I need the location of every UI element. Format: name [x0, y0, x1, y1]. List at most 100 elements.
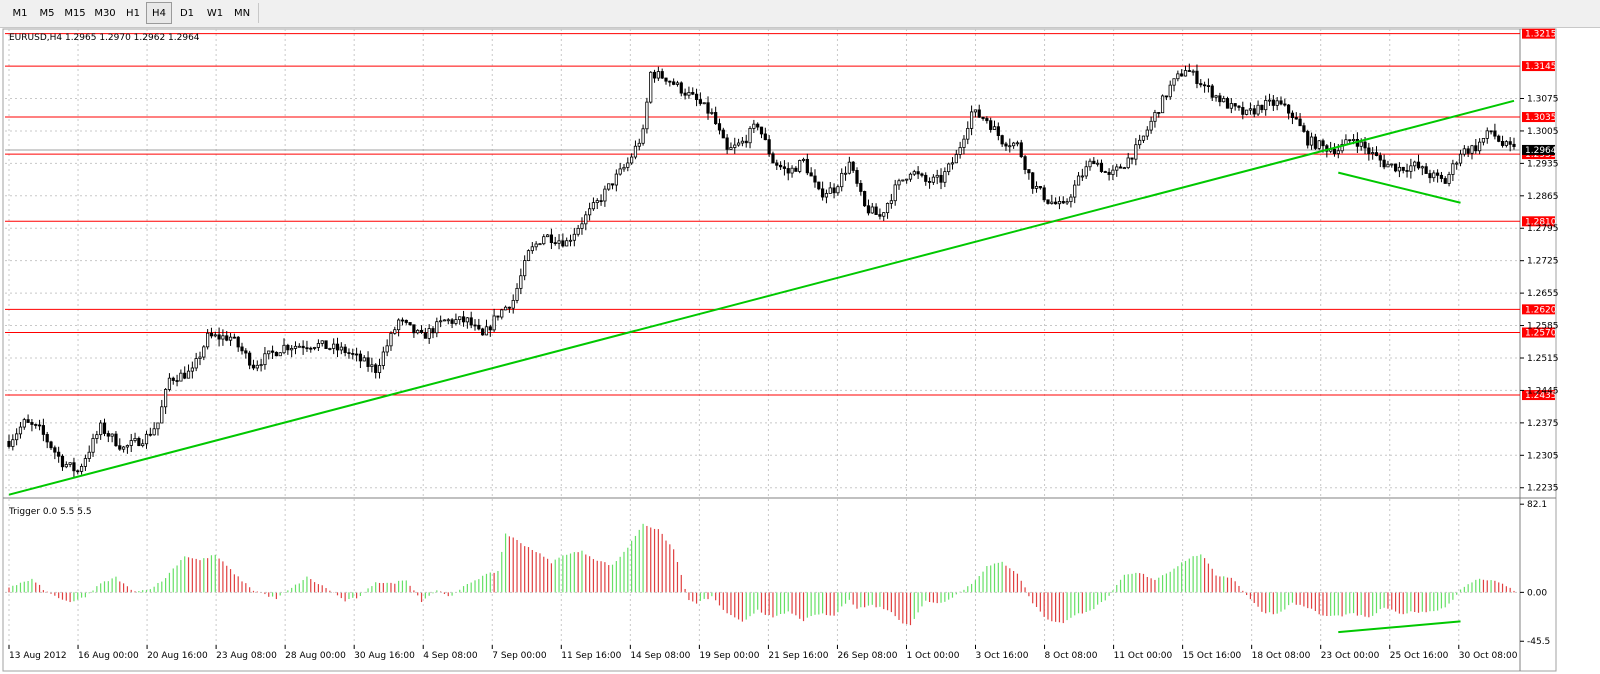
- candle-body: [335, 343, 340, 351]
- candle-body: [347, 352, 351, 354]
- timeframe-m15-button[interactable]: M15: [64, 8, 86, 19]
- price-label: 1.2445: [1527, 386, 1559, 396]
- candle-body: [1409, 165, 1413, 172]
- candle-body: [1187, 70, 1191, 72]
- candle-body: [53, 447, 57, 453]
- time-label: 11 Oct 00:00: [1114, 651, 1173, 661]
- candle-body: [1351, 138, 1356, 141]
- candle-body: [76, 470, 80, 473]
- candle-body: [637, 142, 641, 147]
- candle-body: [584, 214, 588, 225]
- candle-body: [908, 173, 913, 180]
- candle-body: [1141, 135, 1146, 141]
- candle-body: [41, 425, 45, 435]
- candle-body: [1374, 152, 1379, 156]
- candle-body: [186, 370, 191, 379]
- candle-body: [1183, 70, 1188, 77]
- candle-body: [843, 172, 848, 175]
- candle-body: [591, 202, 596, 210]
- candle-body: [160, 406, 164, 424]
- time-label: 23 Oct 00:00: [1321, 651, 1380, 661]
- candle-body: [920, 173, 924, 176]
- candle-body: [931, 176, 935, 183]
- toolbar-separator: [258, 3, 259, 23]
- candle-body: [969, 111, 974, 129]
- candle-body: [22, 419, 26, 428]
- trendlines[interactable]: [8, 99, 1515, 634]
- candle-body: [901, 179, 905, 182]
- candle-body: [962, 138, 966, 148]
- candle-body: [18, 426, 23, 435]
- candle-body: [1386, 163, 1390, 168]
- level-tag: [1522, 216, 1555, 227]
- candle-body: [752, 123, 756, 129]
- candle-body: [1225, 98, 1230, 109]
- time-label: 16 Aug 00:00: [78, 651, 139, 661]
- candle-body: [488, 326, 492, 331]
- timeframe-m1-button[interactable]: M1: [12, 8, 28, 19]
- candle-body: [885, 203, 890, 214]
- candle-body: [821, 188, 825, 198]
- candle-body: [259, 364, 263, 367]
- candle-body: [1458, 153, 1463, 164]
- candle-body: [672, 81, 676, 85]
- candle-body: [996, 126, 1000, 136]
- candle-body: [1157, 112, 1161, 114]
- timeframe-w1-button[interactable]: W1: [206, 8, 224, 19]
- time-label: 25 Oct 16:00: [1390, 651, 1449, 661]
- candle-body: [64, 464, 68, 468]
- timeframe-m5-button[interactable]: M5: [39, 8, 55, 19]
- candle-body: [121, 446, 126, 450]
- candle-body: [626, 162, 630, 168]
- candle-body: [206, 332, 210, 348]
- candle-body: [1436, 172, 1440, 176]
- candle-body: [1050, 201, 1054, 204]
- candle-body: [798, 160, 802, 172]
- chart-frame: [2, 28, 1557, 672]
- timeframe-m30-button[interactable]: M30: [94, 8, 116, 19]
- candle-body: [809, 172, 813, 177]
- candle-body: [1057, 201, 1062, 205]
- candle-body: [756, 123, 760, 128]
- candle-body: [1084, 166, 1088, 177]
- candle-body: [1397, 166, 1402, 172]
- candle-body: [1015, 142, 1020, 145]
- candle-body: [985, 118, 989, 122]
- candle-body: [381, 351, 385, 366]
- timeframe-h1-button[interactable]: H1: [126, 8, 140, 19]
- candle-body: [1065, 201, 1069, 204]
- level-tag: [1522, 327, 1555, 338]
- candle-body: [568, 239, 573, 242]
- candle-body: [1138, 139, 1142, 146]
- price-label: 1.3075: [1527, 95, 1559, 105]
- candle-body: [244, 350, 248, 354]
- candle-body: [882, 212, 886, 217]
- chart-window[interactable]: 1.3215 1.3145 1.3035 1.2955 1.2810 1.2620 1.25…: [0, 27, 1600, 674]
- candle-body: [217, 334, 221, 340]
- timeframe-d1-button[interactable]: D1: [179, 8, 195, 19]
- candle-body: [1088, 160, 1092, 168]
- horizontal-levels[interactable]: 1.3215 1.3145 1.3035 1.2955 1.2810 1.2620 1.25…: [5, 28, 1557, 401]
- time-label: 30 Oct 08:00: [1459, 651, 1518, 661]
- candle-body: [836, 186, 840, 194]
- candle-body: [274, 351, 278, 357]
- candle-body: [801, 158, 806, 161]
- candle-body: [870, 206, 874, 214]
- candle-body: [251, 364, 256, 369]
- candle-body: [114, 433, 118, 447]
- candle-body: [565, 240, 569, 247]
- candle-body: [603, 188, 607, 202]
- candle-body: [328, 348, 332, 350]
- candle-body: [1222, 98, 1226, 103]
- candle-body: [794, 167, 798, 172]
- time-label: 11 Sep 16:00: [561, 651, 621, 661]
- candle-body: [973, 109, 978, 113]
- candle-body: [1470, 145, 1474, 154]
- candle-body: [263, 353, 267, 366]
- timeframe-mn-button[interactable]: MN: [233, 8, 251, 19]
- candle-body: [633, 145, 638, 158]
- candle-body: [34, 424, 38, 426]
- timeframe-h4-button[interactable]: H4: [146, 2, 172, 24]
- candle-body: [118, 445, 122, 450]
- candle-body: [1233, 103, 1237, 107]
